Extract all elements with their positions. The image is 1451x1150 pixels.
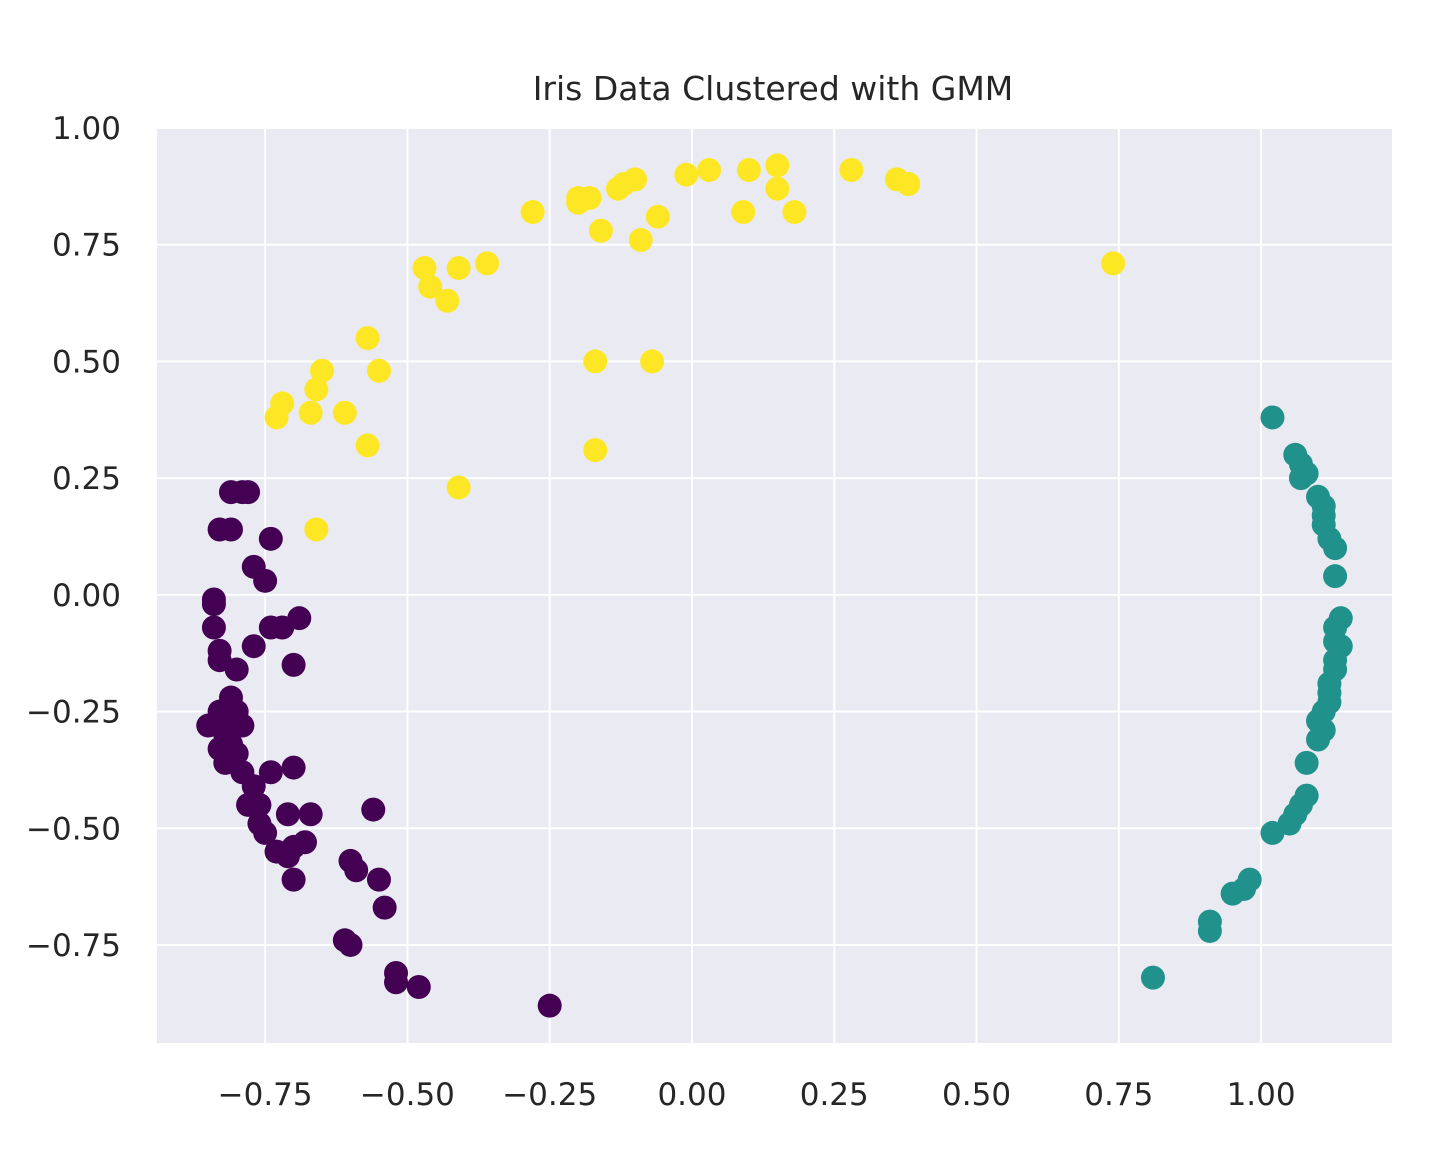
x-tick-label: 0.25 bbox=[800, 1077, 869, 1113]
data-point-cluster-2 bbox=[674, 162, 699, 187]
data-point-cluster-1 bbox=[1323, 536, 1348, 561]
y-axis-tick-labels: 1.00 0.75 0.50 0.25 0.00 −0.25 −0.50 −0.75 bbox=[26, 111, 121, 964]
y-tick-label: 0.00 bbox=[52, 578, 121, 614]
data-point-cluster-2 bbox=[355, 326, 380, 351]
data-point-cluster-2 bbox=[332, 400, 357, 425]
y-tick-label: 0.50 bbox=[52, 344, 121, 380]
y-tick-label: 1.00 bbox=[52, 111, 121, 147]
data-point-cluster-0 bbox=[361, 797, 386, 822]
data-point-cluster-0 bbox=[281, 834, 306, 859]
data-point-cluster-2 bbox=[645, 204, 670, 229]
data-point-cluster-0 bbox=[281, 755, 306, 780]
data-point-cluster-2 bbox=[418, 274, 443, 299]
data-point-cluster-0 bbox=[241, 774, 266, 799]
data-point-cluster-0 bbox=[201, 615, 226, 640]
data-point-cluster-2 bbox=[520, 200, 545, 225]
data-point-cluster-0 bbox=[258, 526, 283, 551]
x-tick-label: 0.00 bbox=[657, 1077, 726, 1113]
x-tick-label: 0.50 bbox=[942, 1077, 1011, 1113]
data-point-cluster-1 bbox=[1260, 405, 1285, 430]
data-point-cluster-0 bbox=[241, 634, 266, 659]
y-tick-label: −0.25 bbox=[26, 695, 121, 731]
data-point-cluster-2 bbox=[731, 200, 756, 225]
data-point-cluster-2 bbox=[896, 172, 921, 197]
data-point-cluster-2 bbox=[782, 200, 807, 225]
x-tick-label: −0.50 bbox=[360, 1077, 455, 1113]
data-point-cluster-2 bbox=[736, 158, 761, 183]
data-point-cluster-2 bbox=[304, 517, 329, 542]
data-point-cluster-2 bbox=[839, 158, 864, 183]
data-point-cluster-0 bbox=[258, 615, 283, 640]
data-point-cluster-0 bbox=[366, 867, 391, 892]
data-point-cluster-0 bbox=[258, 760, 283, 785]
data-point-cluster-0 bbox=[281, 867, 306, 892]
data-point-cluster-0 bbox=[253, 820, 278, 845]
data-point-cluster-2 bbox=[566, 190, 591, 215]
data-point-cluster-1 bbox=[1140, 965, 1165, 990]
data-point-cluster-1 bbox=[1260, 820, 1285, 845]
data-point-cluster-2 bbox=[765, 176, 790, 201]
data-point-cluster-2 bbox=[628, 228, 653, 253]
data-point-cluster-1 bbox=[1220, 881, 1245, 906]
y-tick-label: −0.75 bbox=[26, 928, 121, 964]
data-point-cluster-0 bbox=[253, 568, 278, 593]
data-point-cluster-2 bbox=[264, 405, 289, 430]
data-point-cluster-2 bbox=[588, 218, 613, 243]
data-point-cluster-1 bbox=[1294, 750, 1319, 775]
data-point-cluster-2 bbox=[304, 377, 329, 402]
data-point-cluster-0 bbox=[372, 895, 397, 920]
x-tick-label: 1.00 bbox=[1227, 1077, 1296, 1113]
x-tick-label: −0.25 bbox=[502, 1077, 597, 1113]
data-point-cluster-2 bbox=[446, 256, 471, 281]
data-point-cluster-2 bbox=[1101, 251, 1126, 276]
x-axis-tick-labels: −0.75 −0.50 −0.25 0.00 0.25 0.50 0.75 1.00 bbox=[218, 1077, 1296, 1113]
grid-lines bbox=[157, 127, 1392, 1043]
y-tick-label: −0.50 bbox=[26, 811, 121, 847]
data-point-cluster-2 bbox=[412, 256, 437, 281]
data-point-cluster-0 bbox=[224, 657, 249, 682]
data-point-cluster-0 bbox=[236, 792, 261, 817]
data-point-cluster-0 bbox=[537, 993, 562, 1018]
x-tick-label: 0.75 bbox=[1084, 1077, 1153, 1113]
data-point-cluster-2 bbox=[583, 438, 608, 463]
data-point-cluster-0 bbox=[218, 480, 243, 505]
data-point-cluster-0 bbox=[201, 592, 226, 617]
data-point-cluster-0 bbox=[236, 480, 261, 505]
chart-title: Iris Data Clustered with GMM bbox=[533, 69, 1014, 108]
data-point-cluster-2 bbox=[605, 176, 630, 201]
data-point-cluster-2 bbox=[583, 349, 608, 374]
data-point-cluster-0 bbox=[298, 802, 323, 827]
data-point-cluster-2 bbox=[355, 433, 380, 458]
data-point-cluster-1 bbox=[1197, 918, 1222, 943]
data-point-cluster-2 bbox=[310, 358, 335, 383]
y-tick-label: 0.75 bbox=[52, 228, 121, 264]
data-point-cluster-2 bbox=[446, 475, 471, 500]
data-point-cluster-2 bbox=[697, 158, 722, 183]
data-point-cluster-2 bbox=[765, 153, 790, 178]
data-point-cluster-2 bbox=[475, 251, 500, 276]
data-point-cluster-0 bbox=[344, 858, 369, 883]
data-point-cluster-1 bbox=[1323, 564, 1348, 589]
data-point-cluster-0 bbox=[384, 970, 409, 995]
data-point-cluster-0 bbox=[406, 974, 431, 999]
data-points bbox=[196, 153, 1353, 1018]
data-point-cluster-0 bbox=[281, 652, 306, 677]
y-tick-label: 0.25 bbox=[52, 461, 121, 497]
data-point-cluster-0 bbox=[275, 802, 300, 827]
data-point-cluster-1 bbox=[1306, 727, 1331, 752]
x-tick-label: −0.75 bbox=[218, 1077, 313, 1113]
data-point-cluster-2 bbox=[435, 288, 460, 313]
plot-area bbox=[157, 128, 1392, 1043]
data-point-cluster-0 bbox=[218, 517, 243, 542]
data-point-cluster-2 bbox=[640, 349, 665, 374]
data-point-cluster-2 bbox=[366, 358, 391, 383]
data-point-cluster-2 bbox=[298, 400, 323, 425]
data-point-cluster-1 bbox=[1288, 466, 1313, 491]
data-point-cluster-0 bbox=[338, 932, 363, 957]
